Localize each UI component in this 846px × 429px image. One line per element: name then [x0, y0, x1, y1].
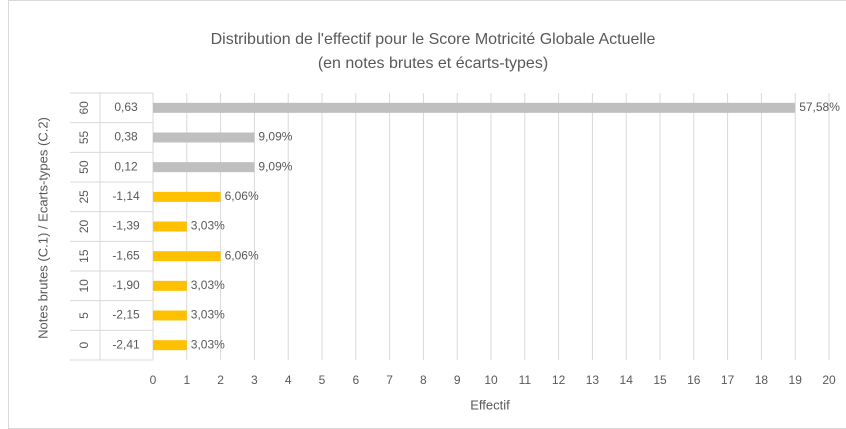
- category-label: 5: [77, 312, 91, 319]
- x-tick-label: 6: [352, 373, 359, 387]
- x-tick-label: 19: [789, 373, 803, 387]
- sub-category-label: 0,63: [114, 100, 138, 114]
- sub-category-label: -1,14: [112, 189, 140, 203]
- data-label: 57,58%: [799, 100, 840, 114]
- category-label: 20: [77, 220, 91, 234]
- category-label: 50: [77, 160, 91, 174]
- data-label: 3,03%: [191, 337, 225, 351]
- bar: [153, 280, 187, 291]
- chart-frame: [8, 0, 846, 429]
- x-tick-label: 14: [620, 373, 634, 387]
- bar: [153, 310, 187, 321]
- x-tick-label: 16: [687, 373, 701, 387]
- x-tick-label: 3: [251, 373, 258, 387]
- bar: [153, 162, 255, 173]
- sub-category-label: -2,41: [112, 337, 140, 351]
- x-tick-label: 10: [484, 373, 498, 387]
- category-label: 15: [77, 249, 91, 263]
- x-tick-label: 5: [319, 373, 326, 387]
- x-tick-label: 13: [586, 373, 600, 387]
- sub-category-label: 0,12: [114, 159, 138, 173]
- data-label: 3,03%: [191, 219, 225, 233]
- x-tick-label: 11: [519, 373, 532, 387]
- sub-category-label: -2,15: [112, 308, 140, 322]
- category-label: 55: [77, 131, 91, 145]
- x-tick-label: 15: [653, 373, 667, 387]
- x-tick-label: 12: [552, 373, 566, 387]
- data-label: 3,03%: [191, 278, 225, 292]
- x-tick-label: 0: [150, 373, 157, 387]
- sub-category-label: -1,39: [112, 219, 140, 233]
- data-label: 6,06%: [225, 248, 259, 262]
- x-tick-label: 8: [420, 373, 427, 387]
- data-label: 9,09%: [258, 130, 292, 144]
- x-tick-label: 4: [285, 373, 292, 387]
- bar: [153, 102, 796, 113]
- x-tick-label: 2: [217, 373, 224, 387]
- chart-subtitle: (en notes brutes et écarts-types): [318, 55, 548, 72]
- bar: [153, 221, 187, 232]
- data-label: 6,06%: [225, 189, 259, 203]
- category-label: 60: [77, 101, 91, 115]
- x-tick-label: 1: [183, 373, 190, 387]
- y-axis-title: Notes brutes (C.1) / Ecarts-types (C.2): [35, 117, 50, 339]
- category-label: 0: [77, 342, 91, 349]
- chart-title: Distribution de l'effectif pour le Score…: [211, 31, 656, 48]
- sub-category-label: -1,65: [112, 248, 140, 262]
- x-axis-title: Effectif: [470, 397, 510, 412]
- bar: [153, 251, 221, 262]
- x-tick-label: 7: [386, 373, 393, 387]
- x-tick-label: 18: [755, 373, 769, 387]
- sub-category-label: -1,90: [112, 278, 140, 292]
- x-tick-label: 9: [454, 373, 461, 387]
- bar: [153, 191, 221, 202]
- x-tick-label: 17: [721, 373, 735, 387]
- data-label: 9,09%: [258, 159, 292, 173]
- bar: [153, 340, 187, 351]
- bar: [153, 132, 255, 143]
- x-tick-label: 20: [822, 373, 836, 387]
- category-label: 25: [77, 190, 91, 204]
- sub-category-label: 0,38: [114, 130, 138, 144]
- category-label: 10: [77, 279, 91, 293]
- data-label: 3,03%: [191, 308, 225, 322]
